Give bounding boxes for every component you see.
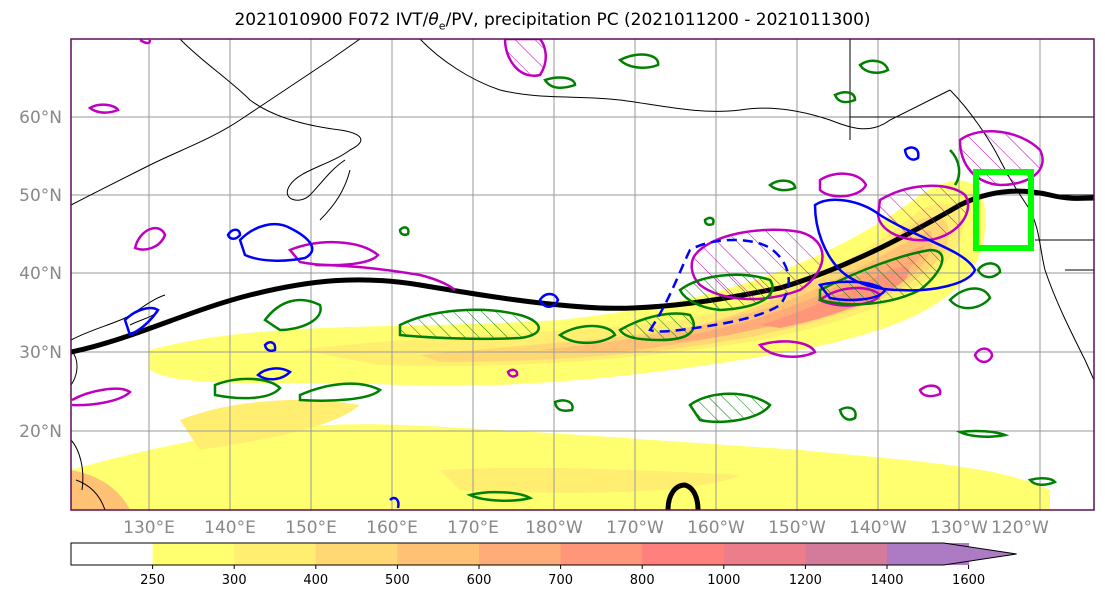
- colorbar-segment: [642, 543, 725, 565]
- lon-label: 180°W: [525, 518, 583, 538]
- colorbar-label: 500: [385, 573, 410, 588]
- colorbar: 250 300 400 500 600 700 800 1000 1200 1400 1600: [70, 542, 1017, 588]
- colorbar-label: 600: [467, 573, 492, 588]
- colorbar-segment: [805, 543, 888, 565]
- lon-label: 170°W: [606, 518, 664, 538]
- lon-label: 150°E: [285, 518, 337, 538]
- colorbar-segment: [71, 543, 154, 565]
- lon-label: 160°W: [687, 518, 745, 538]
- colorbar-segment: [560, 543, 643, 565]
- colorbar-label: 300: [222, 573, 247, 588]
- colorbar-label: 800: [630, 573, 655, 588]
- map-frame: [70, 38, 1095, 511]
- lon-label: 150°W: [768, 518, 826, 538]
- lon-label: 140°E: [204, 518, 256, 538]
- colorbar-label: 250: [140, 573, 165, 588]
- lat-label: 30°N: [19, 343, 62, 363]
- colorbar-segment: [479, 543, 562, 565]
- positive-pc-contours: [213, 53, 1057, 502]
- lon-label: 130°W: [930, 518, 988, 538]
- colorbar-label: 400: [303, 573, 328, 588]
- lat-label: 60°N: [19, 108, 62, 128]
- colorbar-segment: [397, 543, 480, 565]
- target-region-box: [973, 169, 1034, 251]
- lon-label: 160°E: [366, 518, 418, 538]
- lon-label: 170°E: [447, 518, 499, 538]
- lat-label: 50°N: [19, 186, 62, 206]
- colorbar-label: 1000: [707, 573, 740, 588]
- colorbar-extend-arrow: [943, 543, 1017, 565]
- colorbar-outline: [70, 542, 1017, 566]
- colorbar-segment: [723, 543, 806, 565]
- colorbar-segment: [234, 543, 317, 565]
- map-plot-area: [71, 39, 1094, 510]
- colorbar-label: 700: [548, 573, 573, 588]
- lon-label: 140°W: [849, 518, 907, 538]
- figure-title: 2021010900 F072 IVT/θe/PV, precipitation…: [234, 10, 871, 33]
- pv-contour-small: [665, 482, 701, 510]
- pv-contour-line: [71, 188, 1094, 355]
- lon-label: 120°W: [991, 518, 1049, 538]
- colorbar-segment: [315, 543, 398, 565]
- colorbar-label: 1600: [952, 573, 985, 588]
- longitude-labels: 130°E 140°E 150°E 160°E 170°E 180°W 170°…: [123, 518, 1049, 538]
- latitude-labels: 60°N 50°N 40°N 30°N 20°N: [19, 108, 62, 442]
- lon-label: 130°E: [123, 518, 175, 538]
- lat-label: 40°N: [19, 264, 62, 284]
- colorbar-segment: [152, 543, 235, 565]
- negative-pc-contours: [123, 146, 977, 509]
- colorbar-label: 1400: [870, 573, 903, 588]
- colorbar-label: 1200: [789, 573, 822, 588]
- lat-label: 20°N: [19, 422, 62, 442]
